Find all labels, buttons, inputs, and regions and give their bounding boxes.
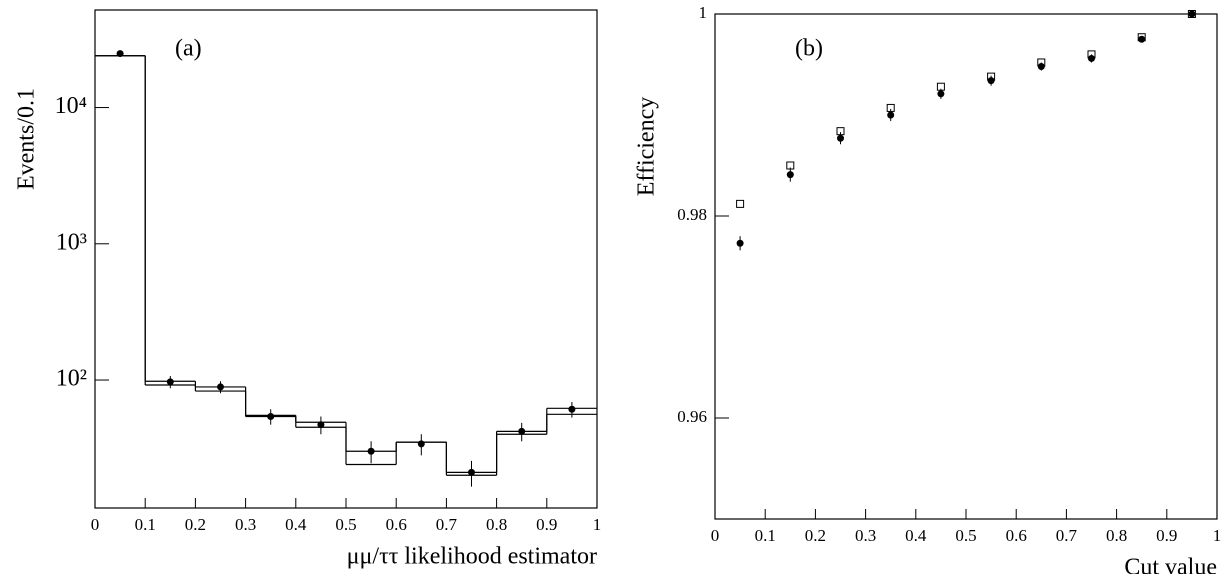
panel-label: (a) [175, 36, 202, 62]
plot-frame [714, 13, 1218, 520]
panel-label: (b) [795, 36, 823, 62]
x-tick-label: 0.8 [1106, 526, 1127, 545]
x-tick-label: 0.6 [386, 515, 407, 534]
data-point [217, 383, 224, 391]
x-tick-label: 0.8 [486, 515, 507, 534]
x-tick-label: 0.2 [805, 526, 826, 545]
x-tick-label: 1 [1213, 526, 1222, 545]
data-point [568, 405, 576, 413]
data-point [736, 199, 745, 208]
y-tick-label: 10² [56, 366, 87, 392]
data-point [987, 77, 995, 85]
x-tick-label: 0 [91, 515, 100, 534]
y-tick-label: 10⁴ [55, 93, 87, 119]
y-axis-label: Events/0.1 [14, 88, 40, 190]
y-tick-label: 10³ [56, 229, 87, 255]
x-tick-label: 0.3 [855, 526, 876, 545]
data-point [116, 50, 124, 58]
data-point [837, 134, 844, 142]
data-point [166, 378, 174, 386]
x-tick-label: 0.9 [1156, 526, 1177, 545]
data-point [1188, 10, 1196, 18]
data-point [267, 412, 275, 420]
x-tick-label: 0.1 [135, 515, 156, 534]
data-point [786, 171, 794, 179]
x-tick-label: 0.4 [285, 515, 307, 534]
x-axis-label: Cut value [1124, 555, 1217, 574]
y-tick-label: 0.98 [677, 205, 707, 224]
data-point [518, 427, 526, 435]
y-tick-label: 1 [699, 3, 708, 22]
x-axis-label: μμ/ττ likelihood estimator [347, 544, 597, 570]
y-axis-label: Efficiency [634, 97, 660, 197]
x-tick-label: 0.5 [335, 515, 356, 534]
x-tick-label: 0.2 [185, 515, 206, 534]
y-tick-label: 0.96 [677, 407, 707, 426]
x-tick-label: 0 [711, 526, 720, 545]
x-tick-label: 1 [593, 515, 602, 534]
data-point [887, 111, 895, 119]
x-tick-label: 0.4 [905, 526, 927, 545]
x-tick-label: 0.3 [235, 515, 256, 534]
x-tick-label: 0.7 [436, 515, 458, 534]
data-point [1138, 35, 1146, 43]
x-tick-label: 0.1 [755, 526, 776, 545]
data-point [1037, 63, 1045, 71]
data-point [468, 468, 475, 476]
data-point [417, 440, 425, 448]
data-point [367, 447, 375, 455]
x-tick-label: 0.9 [536, 515, 557, 534]
x-tick-label: 0.6 [1006, 526, 1027, 545]
x-tick-label: 0.7 [1056, 526, 1078, 545]
data-point [736, 239, 744, 247]
data-point [317, 421, 325, 429]
data-point [937, 90, 945, 98]
x-tick-label: 0.5 [955, 526, 976, 545]
data-point [1088, 54, 1095, 62]
